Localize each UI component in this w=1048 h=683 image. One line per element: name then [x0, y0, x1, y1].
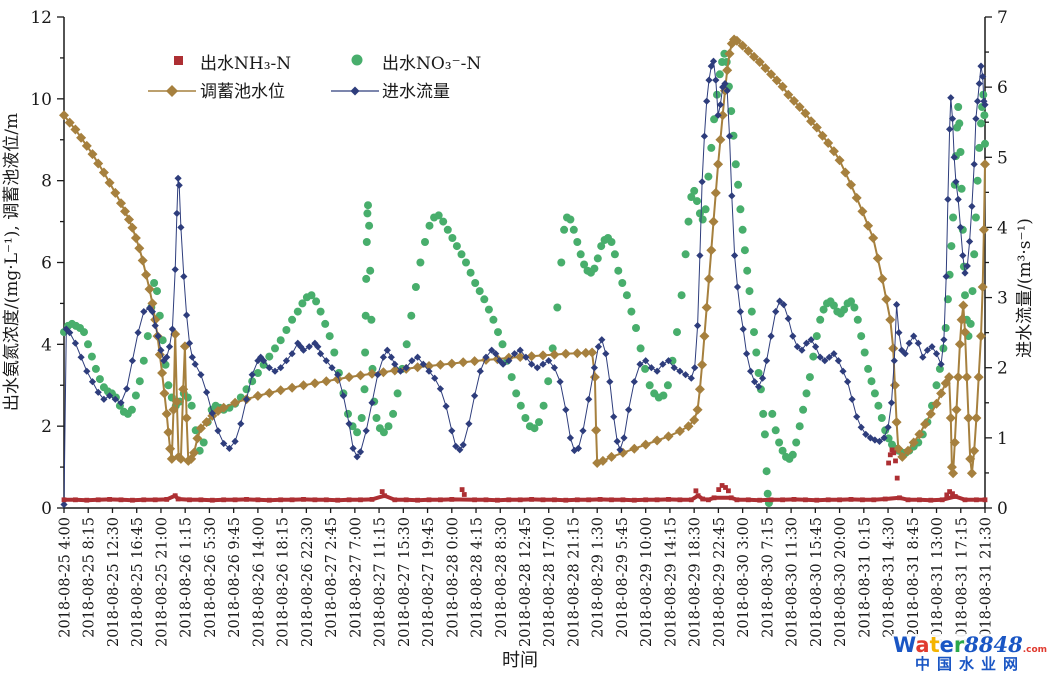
- svg-text:2018-08-31 13:00: 2018-08-31 13:00: [930, 517, 946, 647]
- legend-item-flow: 进水流量: [331, 82, 450, 102]
- svg-text:2018-08-28 4:15: 2018-08-28 4:15: [470, 517, 486, 638]
- svg-text:3: 3: [997, 289, 1008, 309]
- left-axis-title: 出水氨氮浓度/(mg·L⁻¹), 调蓄池液位/m: [2, 113, 22, 411]
- brand-letter: t: [929, 633, 940, 657]
- nh3n-square-marker: [174, 56, 183, 65]
- svg-text:2018-08-31 8:45: 2018-08-31 8:45: [906, 517, 922, 638]
- svg-text:2018-08-25 21:00: 2018-08-25 21:00: [154, 517, 170, 647]
- legend: 出水NH₃-N 出水NO₃⁻-N 调蓄池水位 进水流量: [148, 54, 481, 102]
- svg-text:2018-08-29 22:45: 2018-08-29 22:45: [712, 517, 728, 647]
- svg-text:4: 4: [41, 335, 52, 355]
- svg-text:2018-08-30 7:15: 2018-08-30 7:15: [760, 517, 776, 638]
- svg-text:2018-08-25 16:45: 2018-08-25 16:45: [130, 517, 146, 647]
- watermark-number: 8848: [964, 632, 1023, 657]
- brand-letter: a: [915, 633, 930, 657]
- legend-item-level: 调蓄池水位: [148, 82, 285, 102]
- svg-text:2018-08-27 19:45: 2018-08-27 19:45: [421, 517, 437, 647]
- svg-text:2018-08-26 22:30: 2018-08-26 22:30: [300, 517, 316, 647]
- svg-text:2018-08-27 11:15: 2018-08-27 11:15: [373, 517, 389, 647]
- legend-label-flow: 进水流量: [382, 82, 450, 102]
- svg-text:2018-08-31 17:15: 2018-08-31 17:15: [954, 517, 970, 647]
- legend-item-nh3n: 出水NH₃-N: [174, 54, 291, 74]
- legend-label-no3n: 出水NO₃⁻-N: [382, 54, 481, 74]
- svg-text:2018-08-27 2:45: 2018-08-27 2:45: [324, 517, 340, 638]
- watermark-tld: .com: [1022, 645, 1048, 655]
- legend-label-nh3n: 出水NH₃-N: [200, 54, 291, 74]
- svg-text:2018-08-30 15:45: 2018-08-30 15:45: [809, 517, 825, 647]
- flow-diamond-marker: [350, 86, 360, 96]
- svg-text:8: 8: [41, 172, 52, 192]
- svg-text:2018-08-29 14:15: 2018-08-29 14:15: [663, 517, 679, 647]
- svg-text:2018-08-26 14:00: 2018-08-26 14:00: [251, 517, 267, 647]
- right-axis-title: 进水流量/(m³·s⁻¹): [1015, 218, 1035, 358]
- svg-text:2018-08-25 4:00: 2018-08-25 4:00: [58, 517, 74, 638]
- svg-text:2018-08-27 15:30: 2018-08-27 15:30: [397, 517, 413, 647]
- svg-text:2018-08-29 5:45: 2018-08-29 5:45: [615, 517, 631, 638]
- svg-text:10: 10: [30, 90, 52, 110]
- svg-text:2018-08-31 21:30: 2018-08-31 21:30: [979, 517, 995, 647]
- svg-text:2018-08-26 5:30: 2018-08-26 5:30: [203, 517, 219, 638]
- no3n-circle-marker: [351, 54, 363, 66]
- brand-letter: e: [939, 633, 954, 657]
- svg-text:2018-08-26 9:45: 2018-08-26 9:45: [227, 517, 243, 638]
- svg-text:2018-08-29 18:30: 2018-08-29 18:30: [688, 517, 704, 647]
- svg-text:4: 4: [997, 218, 1008, 238]
- svg-text:2018-08-29 10:00: 2018-08-29 10:00: [639, 517, 655, 647]
- level-diamond-marker: [166, 85, 178, 97]
- svg-text:2018-08-29 1:30: 2018-08-29 1:30: [591, 517, 607, 638]
- svg-text:2018-08-28 21:15: 2018-08-28 21:15: [566, 517, 582, 647]
- svg-text:2018-08-31 4:30: 2018-08-31 4:30: [882, 517, 898, 638]
- svg-text:2018-08-30 3:00: 2018-08-30 3:00: [736, 517, 752, 638]
- svg-text:2018-08-25 8:15: 2018-08-25 8:15: [82, 517, 98, 638]
- svg-text:2018-08-28 12:45: 2018-08-28 12:45: [518, 517, 534, 647]
- svg-text:6: 6: [997, 78, 1008, 98]
- svg-text:2: 2: [41, 417, 52, 437]
- legend-label-level: 调蓄池水位: [200, 82, 285, 102]
- svg-text:5: 5: [997, 148, 1008, 168]
- brand-letter: r: [953, 633, 965, 657]
- svg-text:2018-08-27 7:00: 2018-08-27 7:00: [348, 517, 364, 638]
- svg-text:6: 6: [41, 254, 52, 274]
- watermark: Water8848.com 中国水业网: [892, 632, 1048, 683]
- brand-letter: W: [892, 633, 916, 657]
- svg-text:0: 0: [41, 499, 52, 519]
- svg-text:12: 12: [30, 8, 52, 28]
- svg-text:2018-08-30 11:30: 2018-08-30 11:30: [785, 517, 801, 647]
- svg-text:0: 0: [997, 499, 1008, 519]
- legend-item-no3n: 出水NO₃⁻-N: [351, 54, 481, 74]
- x-axis-title: 时间: [502, 650, 538, 671]
- svg-text:2018-08-28 8:30: 2018-08-28 8:30: [494, 517, 510, 638]
- svg-text:2018-08-31 0:15: 2018-08-31 0:15: [857, 517, 873, 638]
- svg-text:2018-08-26 1:15: 2018-08-26 1:15: [179, 517, 195, 638]
- svg-text:2: 2: [997, 359, 1008, 379]
- svg-text:7: 7: [997, 8, 1008, 28]
- svg-text:1: 1: [997, 429, 1008, 449]
- watermark-chinese-name: 中国水业网: [914, 655, 1025, 674]
- svg-text:2018-08-28 0:00: 2018-08-28 0:00: [445, 517, 461, 638]
- svg-text:2018-08-28 17:00: 2018-08-28 17:00: [542, 517, 558, 647]
- svg-text:2018-08-26 18:15: 2018-08-26 18:15: [276, 517, 292, 647]
- watermark-brand: Water8848.com: [892, 632, 1048, 657]
- svg-text:2018-08-25 12:30: 2018-08-25 12:30: [106, 517, 122, 647]
- svg-text:2018-08-30 20:00: 2018-08-30 20:00: [833, 517, 849, 647]
